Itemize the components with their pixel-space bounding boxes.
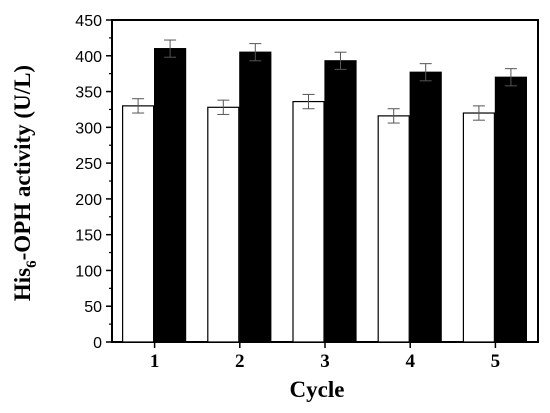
bar <box>462 112 495 343</box>
bar <box>154 48 187 343</box>
y-tick-label: 300 <box>75 120 102 137</box>
x-tick-label: 3 <box>320 351 330 372</box>
x-tick-label: 5 <box>491 351 501 372</box>
x-tick-label: 2 <box>235 351 245 372</box>
y-axis-title-suffix: -OPH activity (U/L) <box>10 65 35 260</box>
bar <box>377 115 410 343</box>
x-tick-label: 1 <box>150 351 160 372</box>
y-tick-label: 0 <box>93 335 102 352</box>
y-tick-label: 350 <box>75 85 102 102</box>
y-tick-label: 250 <box>75 156 102 173</box>
x-axis-ticks: 1 2 3 4 5 <box>150 342 500 372</box>
x-tick-label: 4 <box>405 351 415 372</box>
bar <box>324 60 357 343</box>
y-tick-label: 150 <box>75 228 102 245</box>
bar <box>292 100 325 343</box>
y-tick-label: 400 <box>75 49 102 66</box>
y-tick-label: 100 <box>75 263 102 280</box>
plot-area <box>111 19 539 343</box>
x-axis-title: Cycle <box>290 377 345 402</box>
bar <box>409 71 442 343</box>
bar <box>121 105 155 343</box>
bar <box>239 51 272 343</box>
y-tick-label: 450 <box>75 13 102 30</box>
y-axis-title-subscript: 6 <box>24 260 40 268</box>
bar <box>494 76 527 343</box>
y-axis-title-prefix: His <box>10 268 35 301</box>
y-tick-label: 200 <box>75 192 102 209</box>
y-axis-ticks: 0 50 100 150 200 250 300 350 400 450 <box>75 13 112 352</box>
y-axis-title: His6-OPH activity (U/L) <box>10 65 40 301</box>
bar <box>207 106 240 343</box>
y-tick-label: 50 <box>84 299 102 316</box>
